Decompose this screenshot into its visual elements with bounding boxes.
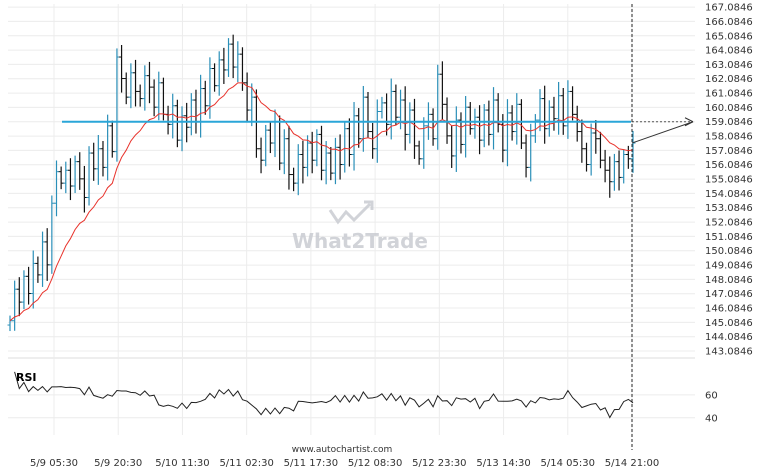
price-axis: 143.0846 144.0846 145.0846 146.0846 147.0846…	[705, 3, 753, 358]
moving-average-line	[9, 82, 634, 322]
rsi-line	[14, 371, 634, 419]
price-tick-label: 146.0846	[705, 304, 753, 315]
price-tick-label: 155.0846	[705, 175, 753, 186]
watermark-logo-icon	[328, 200, 374, 225]
price-tick-label: 147.0846	[705, 289, 753, 300]
price-tick-label: 149.0846	[705, 261, 753, 272]
time-tick-label: 5/14 21:00	[605, 458, 659, 469]
watermark: What2Trade	[292, 200, 428, 253]
price-tick-label: 163.0846	[705, 60, 753, 71]
price-tick-label: 164.0846	[705, 46, 753, 57]
price-tick-label: 144.0846	[705, 332, 753, 343]
time-tick-label: 5/12 23:30	[412, 458, 466, 469]
price-tick-label: 159.0846	[705, 117, 753, 128]
time-axis: 5/9 05:30 5/9 20:30 5/10 11:30 5/11 02:30 5/…	[30, 458, 659, 469]
price-tick-label: 145.0846	[705, 318, 753, 329]
time-tick-label: 5/13 14:30	[476, 458, 530, 469]
price-tick-label: 143.0846	[705, 347, 753, 358]
projection-arrowhead	[684, 117, 694, 127]
rsi-tick-label: 60	[705, 390, 718, 401]
price-tick-label: 156.0846	[705, 160, 753, 171]
time-tick-label: 5/14 05:30	[541, 458, 595, 469]
time-tick-label: 5/9 05:30	[30, 458, 78, 469]
time-tick-label: 5/11 02:30	[219, 458, 273, 469]
price-tick-label: 154.0846	[705, 189, 753, 200]
price-tick-label: 150.0846	[705, 246, 753, 257]
price-tick-label: 166.0846	[705, 17, 753, 28]
price-tick-label: 158.0846	[705, 132, 753, 143]
price-tick-label: 151.0846	[705, 232, 753, 243]
price-tick-label: 153.0846	[705, 203, 753, 214]
projection-arrow	[631, 117, 694, 144]
price-tick-label: 161.0846	[705, 89, 753, 100]
rsi-axis: 40 60	[705, 390, 718, 424]
price-tick-label: 157.0846	[705, 146, 753, 157]
price-tick-label: 167.0846	[705, 3, 753, 14]
source-credit: www.autochartist.com	[292, 445, 393, 455]
projection-line	[631, 121, 694, 144]
rsi-tick-label: 40	[705, 413, 718, 424]
time-tick-label: 5/12 08:30	[348, 458, 402, 469]
price-tick-label: 148.0846	[705, 275, 753, 286]
price-bars	[7, 34, 636, 332]
price-tick-label: 162.0846	[705, 74, 753, 85]
time-tick-label: 5/9 20:30	[94, 458, 142, 469]
watermark-text: What2Trade	[292, 229, 428, 253]
grid-lines	[8, 4, 695, 435]
price-tick-label: 160.0846	[705, 103, 753, 114]
price-tick-label: 152.0846	[705, 218, 753, 229]
price-tick-label: 165.0846	[705, 31, 753, 42]
rsi-label: RSI	[16, 371, 37, 384]
time-tick-label: 5/10 11:30	[155, 458, 209, 469]
time-tick-label: 5/11 17:30	[284, 458, 338, 469]
